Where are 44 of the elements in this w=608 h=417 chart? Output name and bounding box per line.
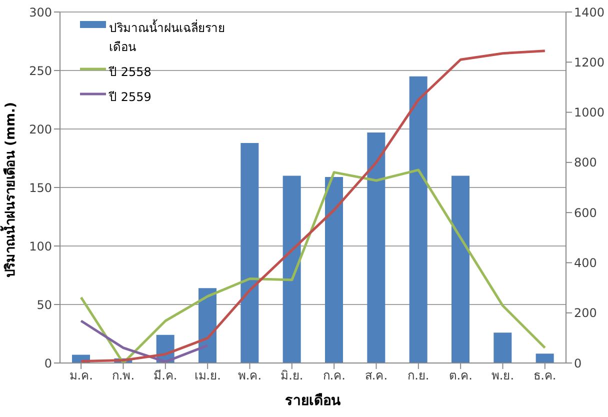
- y-tick-label: 100: [29, 239, 52, 254]
- y-tick-label: 150: [29, 180, 52, 195]
- y-tick-label: 300: [29, 5, 52, 20]
- x-tick-label: พ.ค.: [238, 368, 262, 383]
- bar: [325, 176, 343, 363]
- y2-tick-label: 1000: [574, 106, 605, 120]
- bar: [367, 132, 386, 363]
- x-axis-title: รายเดือน: [285, 393, 341, 409]
- bar: [452, 176, 470, 363]
- y-tick-label: 50: [36, 298, 52, 312]
- y-tick-label: 0: [44, 356, 52, 370]
- y2-tick-label: 0: [574, 356, 582, 370]
- x-tick-label: พ.ย.: [491, 368, 514, 383]
- legend-label: ปี 2559: [109, 89, 152, 106]
- y2-tick-label: 1400: [574, 5, 605, 20]
- y-tick-label: 200: [29, 122, 52, 136]
- legend-label: ปริมาณน้ำฝนเฉลี่ยรายเดือน: [109, 18, 226, 56]
- x-tick-label: มิ.ย.: [280, 368, 304, 383]
- x-tick-label: เม.ย.: [194, 368, 221, 383]
- y-axis-title: ปริมาณน้ำฝนรายเดือน (mm.): [0, 102, 19, 278]
- bar: [282, 176, 301, 363]
- x-tick-label: ก.ค.: [322, 368, 346, 383]
- y-tick-label: 250: [29, 64, 52, 78]
- x-tick-label: มี.ค.: [154, 368, 178, 383]
- legend-label: ปี 2558: [109, 64, 152, 81]
- y2-tick-label: 1200: [574, 55, 605, 70]
- bar: [198, 288, 216, 363]
- x-tick-label: ก.พ.: [112, 368, 135, 383]
- line-series: [80, 320, 209, 363]
- y2-tick-label: 800: [574, 156, 597, 170]
- bar: [409, 76, 428, 363]
- y2-tick-label: 600: [574, 206, 597, 220]
- y2-tick-label: 400: [574, 256, 597, 270]
- bar: [536, 354, 554, 363]
- x-tick-label: ก.ย.: [408, 368, 430, 383]
- x-tick-label: ธ.ค.: [534, 368, 556, 383]
- x-tick-label: ต.ค.: [448, 368, 472, 383]
- y2-tick-label: 200: [574, 306, 597, 320]
- line-series: [80, 168, 546, 363]
- bar: [494, 332, 512, 363]
- bar: [240, 143, 259, 363]
- x-tick-label: ม.ค.: [69, 368, 93, 383]
- x-tick-label: ส.ค.: [364, 368, 388, 383]
- line-series: [80, 50, 546, 362]
